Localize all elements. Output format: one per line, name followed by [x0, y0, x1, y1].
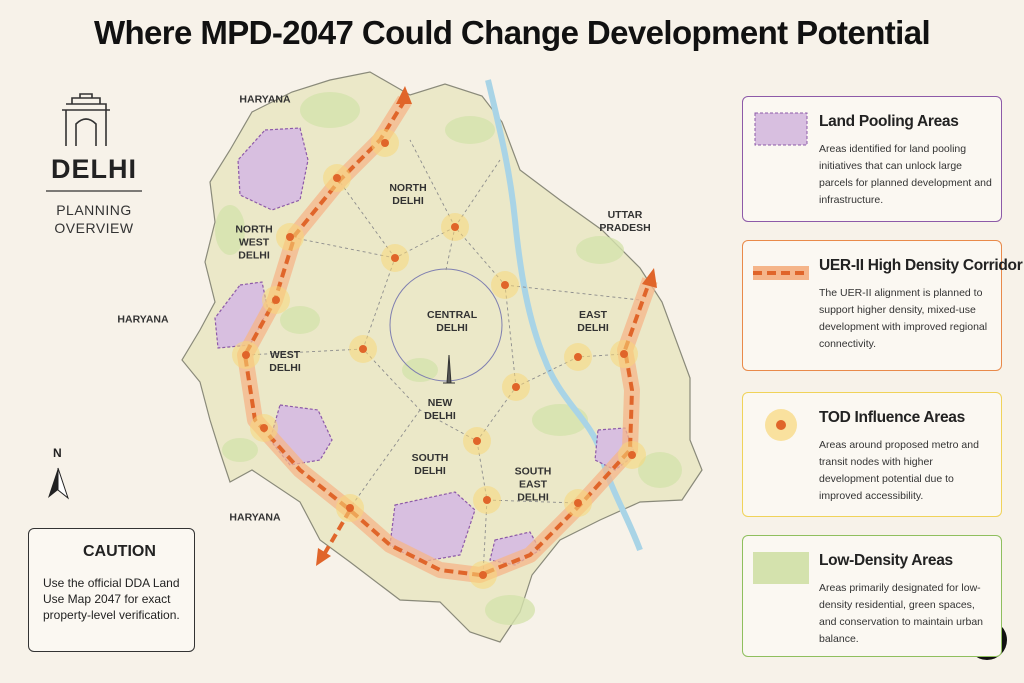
tod-node: [346, 504, 354, 512]
land-pooling-areas: [214, 127, 636, 566]
title: Where MPD-2047 Could Change Development …: [93, 14, 931, 51]
corridor-line: [242, 98, 652, 578]
tod-node: [628, 451, 636, 459]
legend-title: Land Pooling Areas: [819, 113, 959, 130]
region-label: UTTAR PRADESH: [599, 209, 651, 234]
india-gate-icon: [62, 93, 110, 146]
brand-subtitle: PLANNING OVERVIEW: [54, 202, 134, 236]
tod-node: [286, 233, 294, 241]
tod-node: [473, 437, 481, 445]
tod-node: [260, 424, 268, 432]
region-label: SOUTH DELHI: [411, 452, 449, 477]
tod-node: [501, 281, 509, 289]
region-label: HARYANA: [117, 313, 169, 326]
tod-node: [381, 139, 389, 147]
brand-name: DELHI: [51, 154, 137, 184]
legend-description: Areas identified for land pooling initia…: [819, 143, 992, 206]
legend-card: UER-II High Density Corridor The UER-II a…: [742, 240, 1023, 371]
legend-swatch: [753, 255, 809, 291]
tod-nodes: [232, 129, 646, 589]
caution-box: CAUTION Use the official DDA Land Use Ma…: [28, 528, 195, 652]
legend-swatch: [753, 407, 809, 443]
region-label: WEST DELHI: [269, 349, 301, 374]
region-label: EAST DELHI: [577, 309, 609, 334]
tod-node: [451, 223, 459, 231]
legend-card: TOD Influence Areas Areas around proposed…: [742, 392, 1002, 517]
legend-swatch: [753, 111, 809, 147]
tod-node: [620, 350, 628, 358]
tod-node: [574, 353, 582, 361]
legend-card: Low-Density Areas Areas primarily designa…: [742, 535, 1002, 657]
region-label: NORTH DELHI: [389, 182, 427, 207]
legend-description: Areas primarily designated for low-densi…: [819, 582, 984, 645]
legend-title: TOD Influence Areas: [819, 409, 965, 426]
compass-label: N: [53, 446, 62, 460]
caution-title: CAUTION: [83, 543, 156, 560]
legend-description: Areas around proposed metro and transit …: [819, 439, 979, 502]
legend-title: Low-Density Areas: [819, 552, 953, 569]
corridor-arrows: [316, 86, 657, 566]
compass-arrow-half: [57, 467, 70, 500]
tod-node: [483, 496, 491, 504]
legend-description: The UER-II alignment is planned to suppo…: [819, 287, 988, 350]
tod-node: [242, 351, 250, 359]
region-label: SOUTH EAST DELHI: [514, 465, 552, 504]
compass-arrow: [48, 468, 58, 498]
region-label: NEW DELHI: [424, 397, 456, 422]
tod-node: [359, 345, 367, 353]
region-label: HARYANA: [239, 93, 291, 106]
region-label: HARYANA: [229, 511, 281, 524]
legend-swatch: [753, 550, 809, 586]
tod-node: [272, 296, 280, 304]
legend-title: UER-II High Density Corridor: [819, 257, 1023, 274]
caution-text: Use the official DDA Land Use Map 2047 f…: [43, 576, 180, 622]
tod-node: [391, 254, 399, 262]
region-label: CENTRAL DELHI: [427, 309, 478, 334]
region-label: NORTH WEST DELHI: [235, 223, 273, 262]
legend-card: Land Pooling Areas Areas identified for l…: [742, 96, 1002, 222]
tod-node: [512, 383, 520, 391]
tod-node: [333, 174, 341, 182]
tod-node: [574, 499, 582, 507]
tod-node: [479, 571, 487, 579]
map-monument: [443, 354, 455, 384]
